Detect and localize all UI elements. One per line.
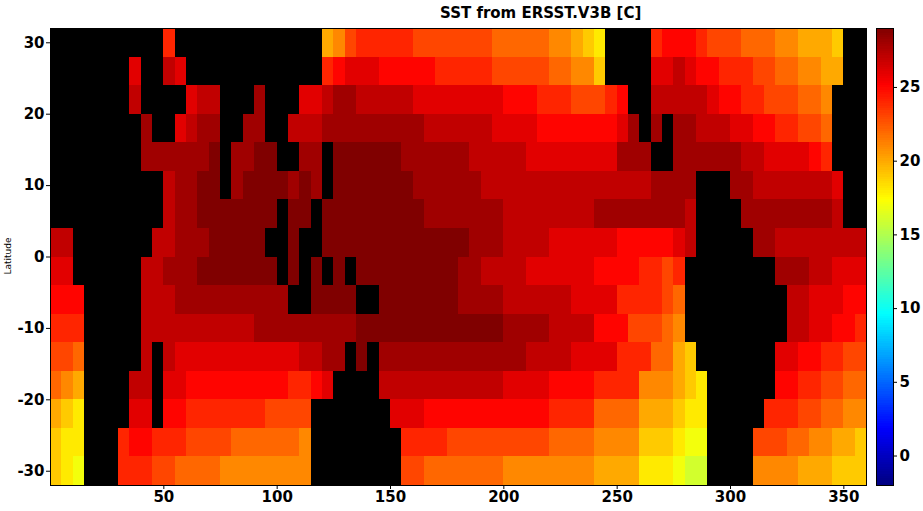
svg-text:20: 20 [900, 152, 921, 170]
svg-text:10: 10 [900, 299, 921, 317]
svg-text:200: 200 [488, 488, 519, 506]
svg-text:50: 50 [153, 488, 174, 506]
html-text:Latitude: Latitude [3, 237, 13, 275]
svg-text:0: 0 [900, 447, 910, 465]
svg-text:150: 150 [375, 488, 406, 506]
svg-text:20: 20 [24, 105, 45, 123]
svg-text:350: 350 [828, 488, 859, 506]
svg-text:5: 5 [900, 373, 910, 391]
svg-text:10: 10 [24, 176, 45, 194]
svg-text:250: 250 [602, 488, 633, 506]
html-text:SST from ERSST.V3B [C]: SST from ERSST.V3B [C] [440, 4, 642, 22]
svg-text:100: 100 [262, 488, 293, 506]
svg-text:25: 25 [900, 78, 921, 96]
svg-text:-30: -30 [17, 462, 44, 480]
svg-text:30: 30 [24, 34, 45, 52]
svg-text:300: 300 [715, 488, 746, 506]
svg-text:15: 15 [900, 226, 921, 244]
svg-text:-20: -20 [17, 391, 44, 409]
svg-text:-10: -10 [17, 319, 44, 337]
svg-text:0: 0 [34, 248, 44, 266]
